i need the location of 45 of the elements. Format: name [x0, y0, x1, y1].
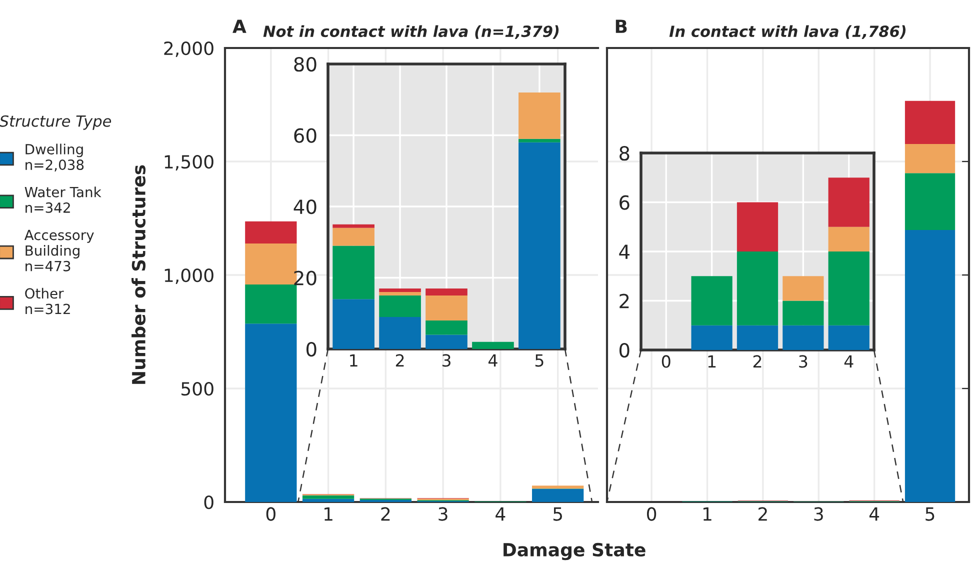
y-tick-label: 2,000 [164, 41, 214, 57]
x-tick-label: 3 [442, 354, 450, 367]
text: A [232, 20, 246, 33]
x-tick-label: 0 [647, 507, 656, 521]
chart-title: In contact with lava (1,786) [669, 25, 906, 40]
x-tick-label: 5 [926, 507, 934, 521]
x-tick-label: 0 [266, 507, 276, 521]
y-tick-label: 40 [294, 199, 316, 214]
x-tick-label: 0 [662, 355, 670, 368]
x-tick-label: 3 [799, 355, 808, 368]
y-axis-title: Number of Structures [132, 165, 146, 384]
x-tick-label: 4 [869, 507, 880, 521]
x-tick-label: 5 [553, 507, 562, 521]
x-tick-label: 3 [438, 507, 448, 521]
y-tick-label: 80 [294, 56, 316, 72]
x-tick-label: 2 [753, 355, 762, 368]
x-tick-label: 3 [814, 507, 823, 521]
x-tick-label: 2 [758, 507, 767, 521]
y-tick-label: 6 [620, 195, 630, 210]
x-tick-label: 5 [535, 354, 544, 367]
y-tick-label: 8 [620, 146, 630, 161]
x-tick-label: 1 [350, 354, 358, 367]
x-tick-label: 1 [708, 355, 716, 368]
y-tick-label: 1,500 [164, 154, 214, 170]
legend-label: Other n=312 [25, 288, 70, 314]
chart-title: Not in contact with lava (n=1,379) [263, 25, 559, 40]
legend-label: Dwelling n=2,038 [26, 144, 84, 172]
x-tick-label: 1 [703, 507, 712, 521]
y-tick-label: 60 [294, 128, 316, 143]
x-axis-title: Damage State [504, 542, 646, 560]
text: B [616, 20, 627, 33]
legend-label: Water Tank n=342 [24, 186, 102, 213]
x-tick-label: 4 [488, 354, 498, 367]
y-tick-label: 500 [182, 382, 214, 396]
y-tick-label: 1,000 [164, 268, 214, 284]
legend-label: Accessory Building n=473 [24, 230, 94, 272]
x-tick-label: 4 [844, 355, 854, 368]
y-tick-label: 2 [620, 294, 629, 308]
x-tick-label: 2 [381, 507, 390, 521]
y-tick-label: 0 [306, 342, 316, 357]
x-tick-label: 2 [396, 354, 404, 367]
y-tick-label: 4 [619, 244, 630, 259]
y-tick-label: 0 [204, 495, 214, 510]
x-tick-label: 1 [324, 507, 332, 521]
x-tick-label: 4 [496, 507, 506, 521]
